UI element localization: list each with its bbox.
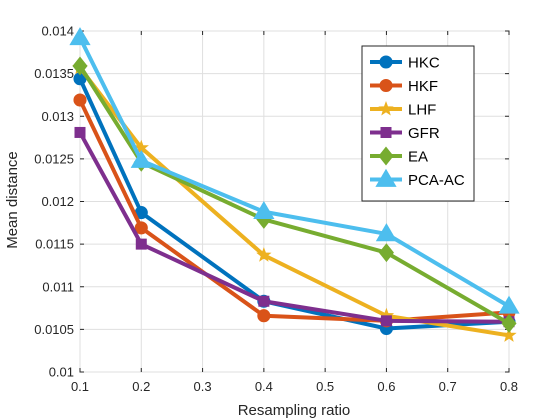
x-axis-title: Resampling ratio [238, 402, 351, 419]
legend-label: EA [408, 149, 428, 166]
y-tick-label: 0.0115 [35, 237, 74, 252]
data-point-lhf [501, 327, 517, 342]
x-tick-label: 0.8 [500, 379, 518, 394]
legend-label: PCA-AC [408, 172, 465, 189]
legend: HKC HKF LHF GFR EA PCA-AC [361, 45, 475, 202]
y-tick-label: 0.011 [42, 279, 74, 294]
y-tick-label: 0.0135 [34, 66, 74, 81]
legend-item-ea: EA [370, 146, 428, 166]
data-point-gfr [258, 295, 270, 307]
x-tick-label: 0.2 [132, 379, 150, 394]
x-tick-label: 0.4 [255, 379, 273, 394]
x-tick-label: 0.6 [377, 379, 395, 394]
y-tick-label: 0.01 [49, 365, 74, 380]
data-point-ea [501, 313, 517, 333]
legend-item-gfr: GFR [370, 125, 440, 142]
data-series [69, 27, 520, 342]
data-point-pca-ac [69, 27, 91, 46]
y-axis-ticks: 0.01 0.0105 0.011 0.0115 0.012 0.0125 0.013 0.0… [34, 24, 509, 380]
series-ea [72, 56, 517, 333]
y-tick-label: 0.013 [41, 109, 74, 124]
legend-label: HKF [408, 78, 438, 95]
y-tick-label: 0.014 [41, 24, 74, 39]
y-axis-title: Mean distance [4, 151, 21, 249]
x-tick-label: 0.7 [439, 379, 457, 394]
data-point-pca-ac [130, 149, 152, 168]
legend-swatch-marker [380, 127, 392, 138]
legend-item-lhf: LHF [370, 100, 436, 119]
legend-box [361, 45, 475, 202]
data-point-pca-ac [498, 295, 520, 314]
legend-swatch-marker [378, 146, 394, 166]
data-point-pca-ac [253, 200, 275, 220]
legend-label: GFR [408, 125, 440, 142]
legend-label: LHF [408, 102, 436, 119]
legend-item-hkf: HKF [370, 78, 438, 95]
legend-swatch-marker [378, 100, 394, 116]
data-point-gfr [380, 315, 392, 327]
legend-item-hkc: HKC [370, 55, 440, 72]
data-point-lhf [256, 247, 272, 262]
data-point-hkf [134, 221, 148, 235]
data-point-gfr [74, 126, 86, 138]
legend-label: HKC [408, 55, 440, 72]
data-point-ea [72, 56, 88, 76]
y-tick-label: 0.0105 [34, 322, 74, 337]
data-point-hkf [73, 93, 87, 107]
data-point-pca-ac [375, 223, 398, 242]
x-tick-label: 0.3 [194, 379, 212, 394]
y-tick-label: 0.0125 [34, 151, 74, 166]
legend-swatch-marker [379, 78, 393, 93]
legend-item-pca-ac: PCA-AC [370, 168, 465, 189]
data-point-gfr [135, 238, 147, 250]
data-point-ea [378, 243, 394, 263]
x-tick-label: 0.5 [316, 379, 334, 394]
series-pca-ac [69, 27, 520, 314]
y-tick-label: 0.012 [41, 194, 74, 209]
x-tick-label: 0.1 [71, 379, 89, 394]
legend-swatch-marker [375, 168, 397, 187]
legend-swatch-marker [379, 55, 393, 69]
data-point-hkf [257, 309, 271, 323]
